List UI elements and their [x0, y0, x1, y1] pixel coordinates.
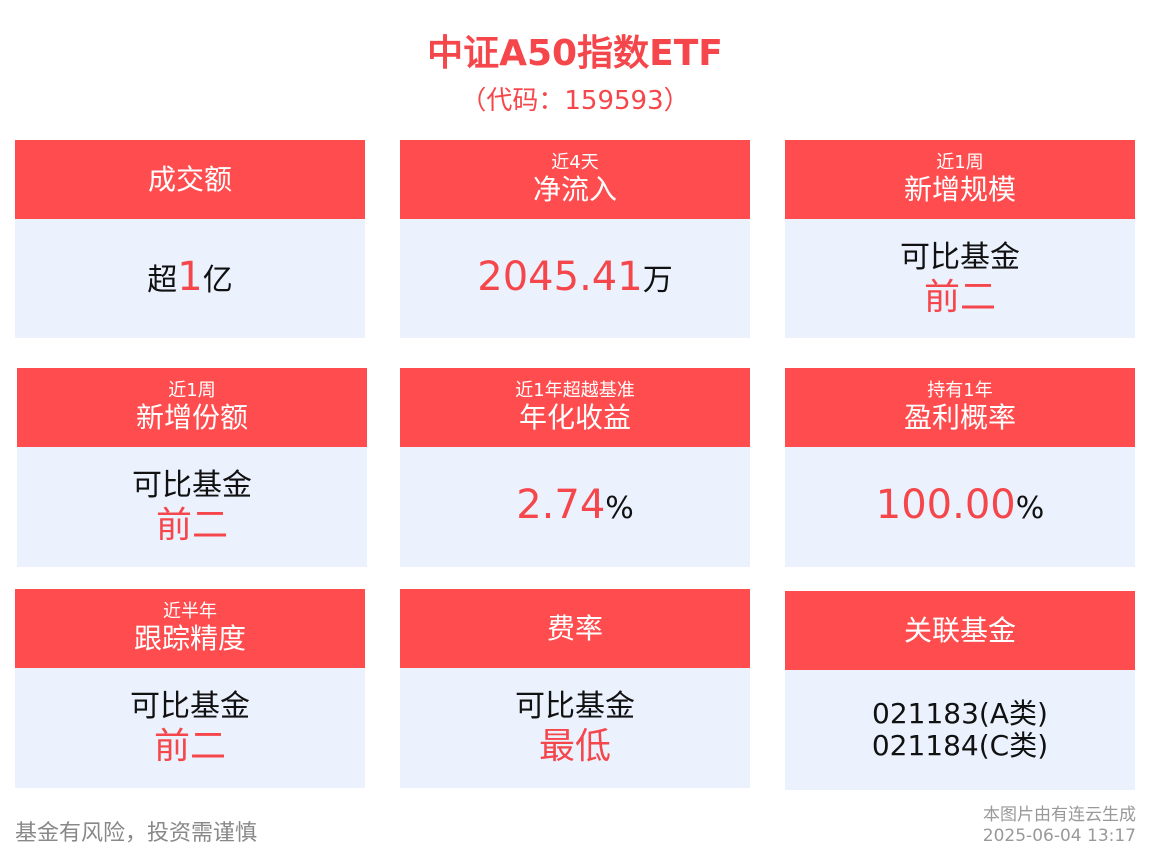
suffix: % — [605, 491, 634, 526]
card-sublabel: 近4天 — [551, 151, 599, 173]
card-header: 近1周 新增规模 — [785, 140, 1135, 219]
value: 2.74 — [516, 482, 606, 528]
card-profit-probability: 持有1年 盈利概率 100.00% — [785, 368, 1135, 567]
card-header: 费率 — [400, 589, 750, 668]
value: 1 — [177, 253, 203, 300]
generated-by: 本图片由有连云生成 — [983, 805, 1136, 825]
timestamp: 2025-06-04 13:17 — [982, 826, 1136, 846]
line1: 可比基金 — [130, 689, 250, 724]
card-label: 年化收益 — [518, 400, 631, 434]
card-header: 持有1年 盈利概率 — [785, 368, 1135, 447]
line2: 前二 — [923, 276, 996, 318]
generation-info: 本图片由有连云生成 2025-06-04 13:17 — [983, 805, 1136, 847]
card-sublabel: 近1周 — [936, 151, 984, 173]
card-turnover: 成交额 超1亿 — [15, 140, 365, 338]
fund-code: （代码：159593） — [460, 86, 690, 116]
fund-a-class: 021183(A类) — [872, 697, 1048, 730]
card-body: 可比基金 前二 — [17, 447, 367, 567]
suffix: 万 — [642, 262, 673, 298]
card-header: 近1周 新增份额 — [17, 368, 367, 447]
line2: 前二 — [155, 505, 228, 546]
card-new-shares: 近1周 新增份额 可比基金 前二 — [17, 368, 367, 567]
card-label: 关联基金 — [903, 613, 1016, 647]
card-header: 近1年超越基准 年化收益 — [400, 368, 750, 447]
card-body: 可比基金 最低 — [400, 668, 750, 788]
card-body: 021183(A类) 021184(C类) — [785, 670, 1135, 790]
page-title: 中证A50指数ETF — [427, 33, 723, 74]
card-label: 盈利概率 — [903, 400, 1016, 434]
card-label: 新增规模 — [903, 172, 1016, 206]
card-body: 2045.41万 — [400, 219, 750, 338]
card-annual-return: 近1年超越基准 年化收益 2.74% — [400, 368, 750, 567]
card-header: 近4天 净流入 — [400, 140, 750, 219]
prefix: 超 — [147, 262, 178, 298]
card-new-scale: 近1周 新增规模 可比基金 前二 — [785, 140, 1135, 338]
value: 100.00 — [875, 482, 1016, 528]
card-tracking: 近半年 跟踪精度 可比基金 前二 — [15, 589, 365, 788]
card-sublabel: 近1年超越基准 — [515, 379, 635, 401]
card-header: 关联基金 — [785, 591, 1135, 670]
card-body: 100.00% — [785, 447, 1135, 567]
line2: 前二 — [153, 726, 226, 767]
card-label: 净流入 — [532, 172, 617, 206]
line2: 最低 — [538, 726, 611, 767]
card-related-funds: 关联基金 021183(A类) 021184(C类) — [785, 591, 1135, 790]
card-header: 成交额 — [15, 140, 365, 219]
card-net-inflow: 近4天 净流入 2045.41万 — [400, 140, 750, 338]
card-body: 超1亿 — [15, 219, 365, 338]
card-body: 可比基金 前二 — [785, 219, 1135, 338]
card-label: 费率 — [546, 611, 603, 645]
card-sublabel: 近1周 — [168, 379, 216, 401]
line1: 可比基金 — [132, 468, 252, 503]
fund-c-class: 021184(C类) — [871, 729, 1049, 762]
card-header: 近半年 跟踪精度 — [15, 589, 365, 668]
card-label: 成交额 — [147, 162, 232, 196]
line1: 可比基金 — [515, 689, 635, 724]
card-label: 跟踪精度 — [133, 621, 246, 655]
line1: 可比基金 — [900, 239, 1020, 275]
value: 2045.41 — [477, 253, 643, 300]
card-label: 新增份额 — [135, 400, 248, 434]
suffix: 亿 — [202, 262, 233, 298]
card-body: 可比基金 前二 — [15, 668, 365, 788]
card-sublabel: 近半年 — [163, 600, 217, 622]
risk-disclaimer: 基金有风险，投资需谨慎 — [15, 821, 258, 846]
card-fee: 费率 可比基金 最低 — [400, 589, 750, 788]
card-sublabel: 持有1年 — [927, 379, 993, 401]
suffix: % — [1015, 491, 1045, 526]
card-body: 2.74% — [400, 447, 750, 567]
